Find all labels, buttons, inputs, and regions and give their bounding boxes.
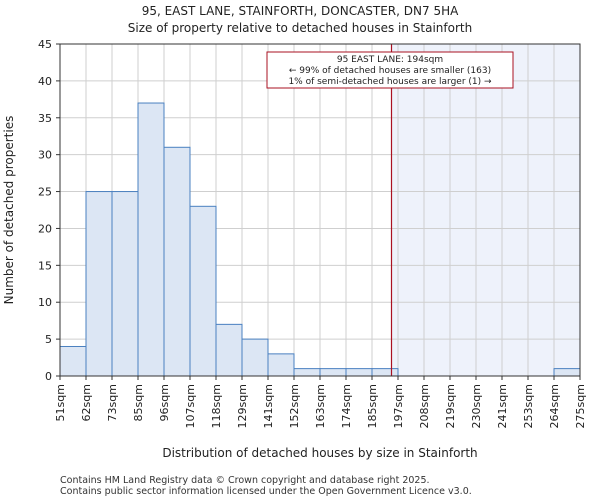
bar-152sqm [293,368,321,377]
y-tick-label: 25 [38,186,52,199]
bar-185sqm [371,368,399,377]
bar-96sqm [163,146,191,377]
bar-62sqm [85,191,113,377]
x-tick-label: 118sqm [210,384,223,428]
y-tick-label: 10 [38,296,52,309]
x-tick-label: 230sqm [470,384,483,428]
bar-174sqm [345,368,373,377]
y-tick-label: 30 [38,149,52,162]
x-tick-label: 241sqm [496,384,509,428]
x-tick-label: 219sqm [444,384,457,428]
chart-subtitle: Size of property relative to detached ho… [128,21,472,35]
bar-163sqm [319,368,347,377]
bar-264sqm [553,368,581,377]
chart-title: 95, EAST LANE, STAINFORTH, DONCASTER, DN… [142,4,459,18]
x-tick-label: 185sqm [366,384,379,428]
annotation-rect [266,51,514,89]
x-tick-label: 208sqm [418,384,431,428]
y-tick-label: 5 [45,333,52,346]
highlight-layer [391,44,580,376]
x-tick-label: 107sqm [184,384,197,428]
bar-129sqm [241,338,269,377]
annotation-line-1: 95 EAST LANE: 194sqm [337,55,443,65]
x-tick-label: 275sqm [574,384,587,428]
x-axis-label: Distribution of detached houses by size … [162,446,477,460]
x-tick-label: 253sqm [522,384,535,428]
y-tick-label: 20 [38,222,52,235]
axis-layer: 0 5 10 15 20 25 30 35 40 45 51sqm 62sqm 73sqm 85sqm 96… [38,38,587,428]
footer-line-2: Contains public sector information licen… [60,486,472,497]
highlight-region [391,44,580,376]
x-tick-label: 85sqm [132,384,145,421]
footer-line-1: Contains HM Land Registry data © Crown c… [60,475,430,486]
bar-73sqm [111,191,139,377]
bar-141sqm [267,353,295,377]
x-tick-label: 62sqm [80,384,93,421]
bar-118sqm [215,323,243,377]
y-tick-label: 45 [38,38,52,51]
annotation-box: 95 EAST LANE: 194sqm ← 99% of detached h… [266,51,514,89]
x-tick-label: 129sqm [236,384,249,428]
annotation-line-3: 1% of semi-detached houses are larger (1… [288,77,492,87]
bar-85sqm [137,102,165,377]
y-tick-label: 35 [38,112,52,125]
x-tick-label: 141sqm [262,384,275,428]
bar-layer [59,102,581,377]
x-tick-label: 96sqm [158,384,171,421]
x-tick-label: 152sqm [288,384,301,428]
x-tick-label: 197sqm [392,384,405,428]
x-tick-label: 264sqm [548,384,561,428]
y-tick-label: 0 [45,370,52,383]
x-tick-label: 163sqm [314,384,327,428]
y-tick-label: 15 [38,259,52,272]
y-tick-label: 40 [38,75,52,88]
annotation-line-2: ← 99% of detached houses are smaller (16… [289,66,491,76]
x-tick-label: 51sqm [54,384,67,421]
x-tick-label: 73sqm [106,384,119,421]
bar-51sqm [59,345,87,377]
x-tick-label: 174sqm [340,384,353,428]
bar-107sqm [189,205,217,377]
y-axis-label: Number of detached properties [2,116,16,305]
